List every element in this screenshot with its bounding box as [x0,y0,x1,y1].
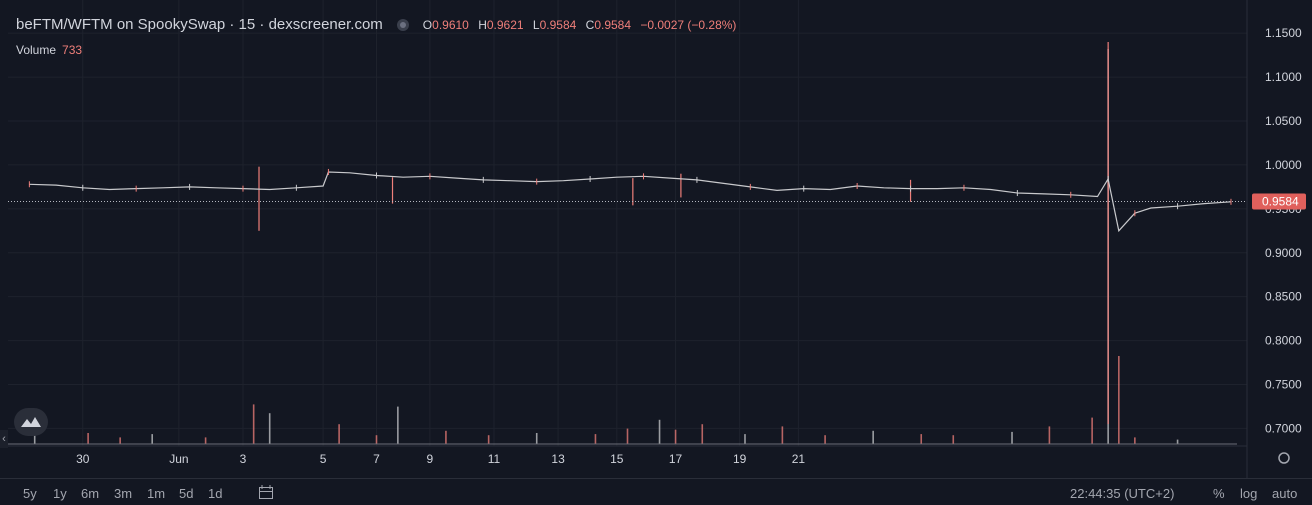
range-1d-button[interactable]: 1d [208,486,223,501]
collapse-arrow-icon[interactable]: ‹ [0,430,8,448]
volume-legend: Volume 733 [16,43,82,57]
volume-bar [252,404,255,444]
x-tick-label: 30 [76,452,90,466]
low-value: 0.9584 [539,17,577,32]
volume-bar [338,424,340,444]
volume-bar [744,434,746,444]
volume-bar [445,430,447,444]
pair-title: beFTM/WFTM on SpookySwap · 15 · dexscree… [16,16,383,33]
volume-bar [701,424,704,444]
last-price-label: 0.9584 [1262,194,1299,208]
range-3m-button[interactable]: 3m [114,486,133,501]
range-5d-button[interactable]: 5d [179,486,194,501]
volume-bar [375,435,378,444]
y-tick-label: 0.9000 [1265,246,1302,260]
volume-bar [33,430,36,444]
close-value: 0.9584 [594,17,632,32]
volume-bar [487,435,490,444]
volume-bar [920,434,923,444]
auto-scale-button[interactable]: auto [1272,486,1298,501]
y-tick-label: 0.7000 [1265,421,1302,435]
volume-bar [781,426,784,444]
volume-bar [268,413,271,444]
percent-scale-button[interactable]: % [1213,486,1225,501]
open-value: 0.9610 [432,17,469,32]
volume-bar [952,435,955,444]
low-label: L [532,17,540,32]
volume-bar [674,429,677,444]
log-scale-button[interactable]: log [1240,486,1258,501]
x-tick-label: 9 [427,452,434,466]
volume-bar [1176,439,1179,444]
settings-gear-icon[interactable] [1278,452,1290,464]
change-value: −0.0027 (−0.28%) [640,17,737,32]
volume-bar [119,437,121,444]
y-tick-label: 1.1000 [1265,70,1302,84]
x-tick-label: 13 [551,452,565,466]
volume-value: 733 [62,43,83,57]
range-1m-button[interactable]: 1m [147,486,166,501]
x-tick-label: Jun [169,452,188,466]
clock-readout[interactable]: 22:44:35 (UTC+2) [1070,486,1175,501]
range-1y-button[interactable]: 1y [53,486,67,501]
volume-label: Volume [16,43,57,57]
chart-background [0,0,1312,478]
x-tick-label: 5 [320,452,327,466]
y-tick-label: 1.0500 [1265,114,1302,128]
close-label: C [585,17,595,32]
x-tick-label: 15 [610,452,624,466]
range-6m-button[interactable]: 6m [81,486,100,501]
x-tick-label: 21 [792,452,806,466]
last-price-tag [1252,193,1306,210]
volume-bar [658,419,661,444]
volume-bar [594,434,597,444]
tradingview-logo-icon[interactable] [14,408,48,436]
range-5y-button[interactable]: 5y [23,486,37,501]
y-tick-label: 1.1500 [1265,26,1302,40]
volume-bar [1011,431,1013,444]
volume-bar [626,428,629,444]
volume-bar [151,434,153,444]
ohlc-readout: O0.9610 H0.9621 L0.9584 C0.9584 −0.0027 … [423,18,743,32]
volume-bar [1134,437,1136,444]
volume-bar [872,430,874,444]
volume-bar [1091,417,1093,444]
volume-bar [87,433,89,444]
bottom-toolbar: 5y 1y 6m 3m 1m 5d 1d 22:44:35 (UTC+2) % … [0,478,1312,505]
x-tick-label: 3 [240,452,247,466]
y-tick-label: 0.7500 [1265,378,1302,392]
y-tick-label: 0.8000 [1265,334,1302,348]
open-label: O [422,17,433,32]
volume-bar [535,433,538,444]
chart-legend: beFTM/WFTM on SpookySwap · 15 · dexscree… [16,16,742,33]
x-tick-label: 17 [669,452,683,466]
volume-bar [397,406,399,444]
volume-bar [824,435,826,444]
volume-bar [1118,356,1120,444]
date-range-icon[interactable] [258,484,274,505]
y-tick-label: 0.8500 [1265,290,1302,304]
x-tick-label: 11 [488,452,501,466]
x-tick-label: 7 [373,452,380,466]
y-tick-label: 1.0000 [1265,158,1302,172]
high-label: H [478,17,487,32]
high-value: 0.9621 [486,17,524,32]
volume-bar [204,437,207,444]
volume-bar [1048,426,1051,444]
source-logo-icon [396,18,409,31]
x-tick-label: 19 [733,452,747,466]
